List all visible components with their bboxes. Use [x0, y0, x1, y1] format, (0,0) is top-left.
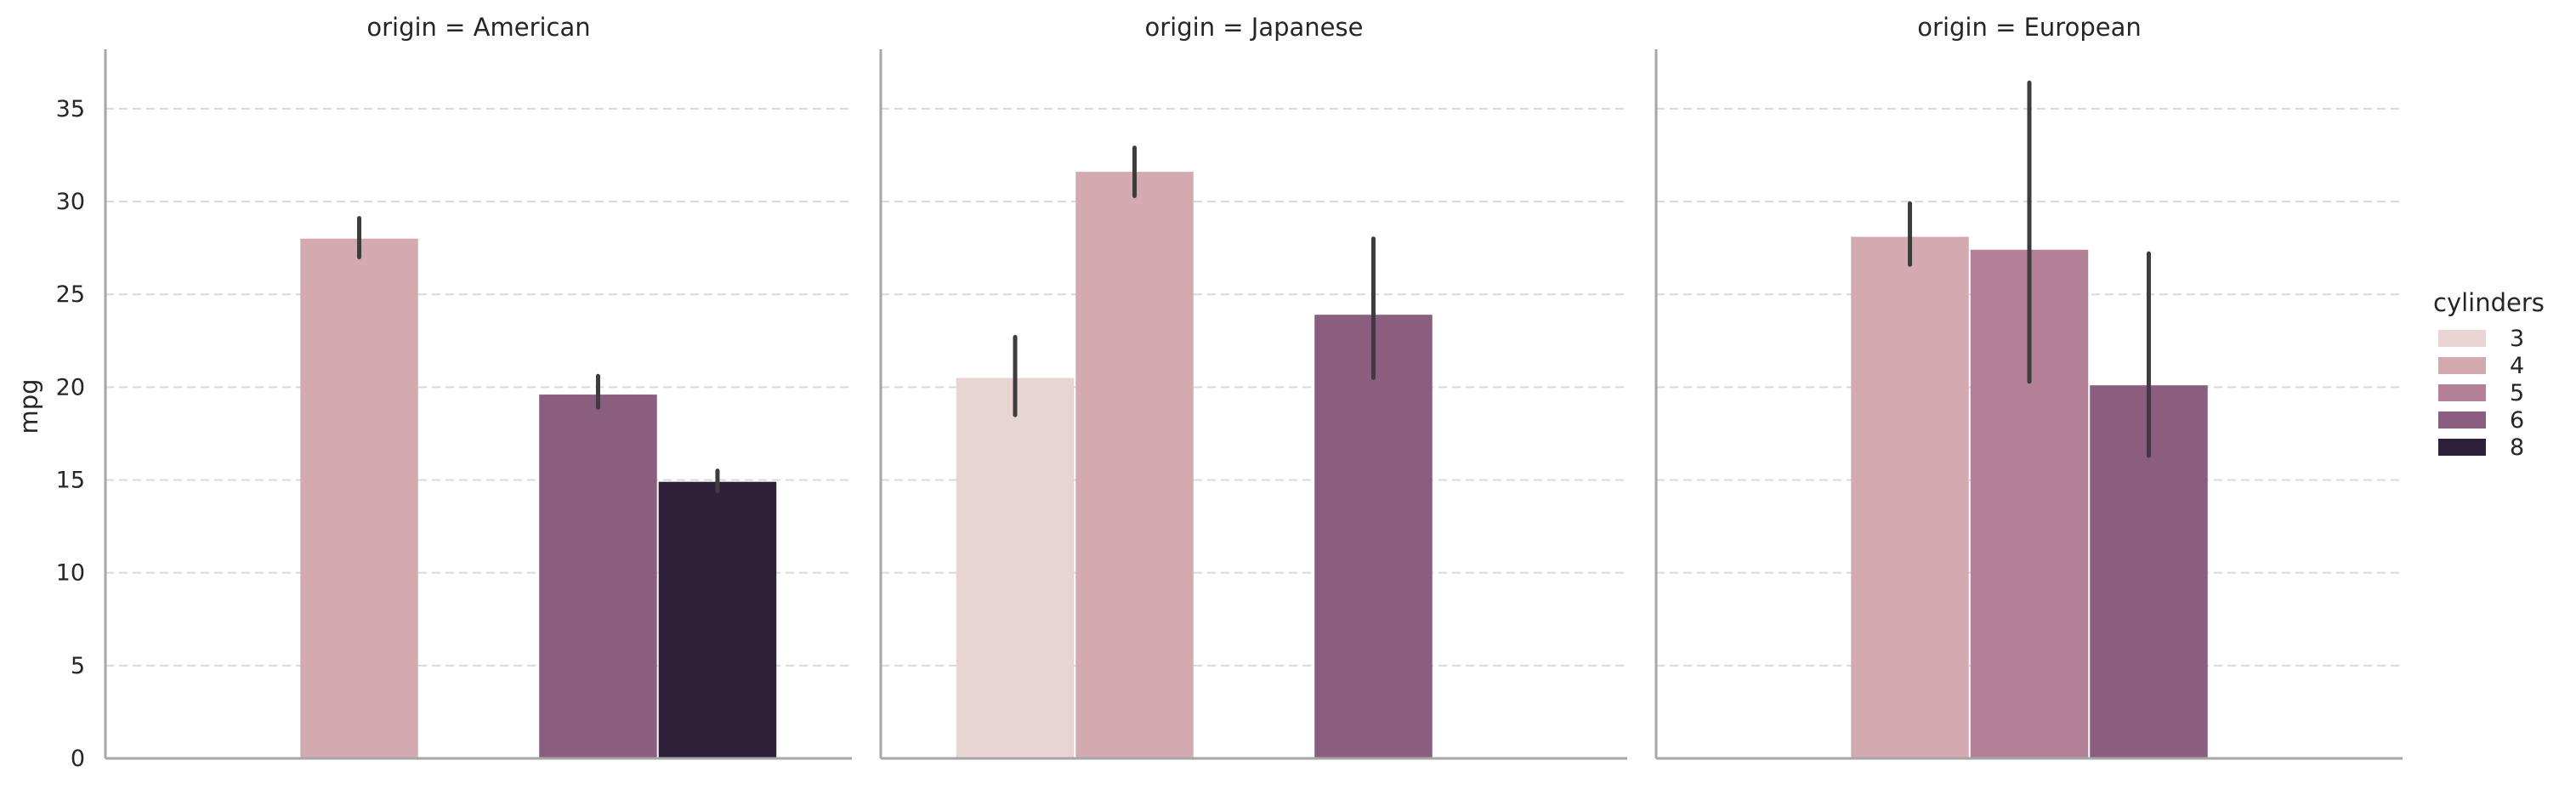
- y-tick-label: 15: [56, 468, 85, 494]
- legend-label: 4: [2510, 353, 2524, 379]
- panel-2: origin = Japanese: [879, 13, 1627, 760]
- panel-title: origin = American: [366, 13, 590, 42]
- panel-title: origin = Japanese: [1145, 13, 1364, 42]
- panel-1: origin = American 0 5 10 15 20 25 30 35: [56, 13, 852, 772]
- bar-cyl-6: [1314, 315, 1433, 758]
- panel-3: origin = European: [1654, 13, 2403, 760]
- legend-swatch: [2438, 384, 2486, 401]
- y-tick-label: 0: [71, 746, 85, 772]
- legend-title: cylinders: [2433, 288, 2545, 317]
- bar-cyl-4: [300, 238, 418, 758]
- bar-cyl-4: [1075, 172, 1194, 758]
- legend-swatch: [2438, 439, 2486, 456]
- y-tick-label: 5: [71, 653, 85, 679]
- legend-label: 8: [2510, 434, 2524, 461]
- legend-swatch: [2438, 330, 2486, 347]
- legend-item-6: 6: [2438, 407, 2524, 434]
- y-tick-label: 30: [56, 189, 85, 215]
- legend-swatch: [2438, 357, 2486, 374]
- legend-label: 6: [2510, 407, 2524, 434]
- legend-swatch: [2438, 412, 2486, 429]
- legend-item-3: 3: [2438, 326, 2524, 352]
- panel-title: origin = European: [1917, 13, 2141, 42]
- legend-label: 5: [2510, 380, 2524, 406]
- legend-item-8: 8: [2438, 434, 2524, 461]
- y-tick-label: 35: [56, 96, 85, 122]
- bar-cyl-6: [539, 394, 657, 758]
- legend-item-5: 5: [2438, 380, 2524, 406]
- y-tick-label: 25: [56, 281, 85, 308]
- bar-cyl-8: [658, 481, 777, 758]
- legend-label: 3: [2510, 326, 2524, 352]
- legend-item-4: 4: [2438, 353, 2524, 379]
- y-tick-label: 10: [56, 560, 85, 587]
- y-tick-label: 20: [56, 374, 85, 400]
- y-axis-label: mpg: [14, 378, 43, 434]
- bar-cyl-3: [956, 377, 1075, 758]
- bar-cyl-4: [1851, 236, 1969, 759]
